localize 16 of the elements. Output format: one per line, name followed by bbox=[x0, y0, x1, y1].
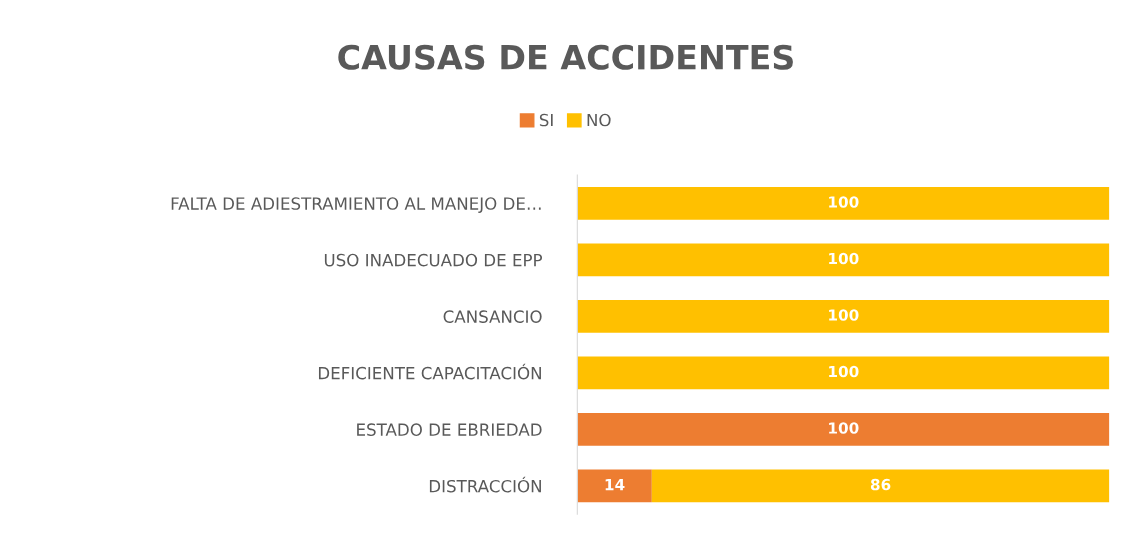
chart-title: CAUSAS DE ACCIDENTES bbox=[338, 44, 793, 70]
y-tick-label: USO INADECUADO DE EPP bbox=[324, 253, 543, 267]
y-tick-label: DISTRACCIÓN bbox=[429, 476, 541, 493]
data-label: 100 bbox=[829, 309, 859, 321]
legend-label: SI bbox=[539, 113, 553, 127]
data-label: 100 bbox=[829, 422, 859, 434]
y-tick-label: CANSANCIO bbox=[443, 310, 542, 323]
data-label: 100 bbox=[829, 252, 859, 265]
legend-label: NO bbox=[587, 113, 611, 127]
y-tick-label: FALTA DE ADIESTRAMIENTO AL MANEJO DE… bbox=[171, 197, 541, 213]
data-label: 100 bbox=[829, 365, 859, 378]
data-label: 86 bbox=[870, 478, 891, 491]
data-label: 100 bbox=[829, 196, 859, 208]
data-label: 14 bbox=[605, 479, 625, 491]
y-tick-label: DEFICIENTE CAPACITACIÓN bbox=[318, 363, 541, 380]
y-tick-label: ESTADO DE EBRIEDAD bbox=[357, 423, 542, 436]
